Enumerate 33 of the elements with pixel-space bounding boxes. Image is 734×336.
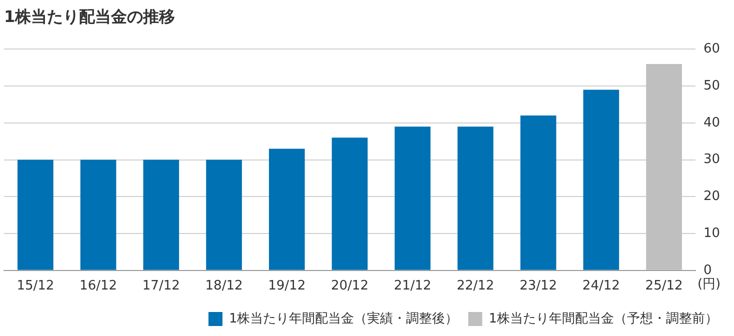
y-tick-label: 30	[703, 152, 720, 168]
bar	[332, 138, 368, 270]
bar	[143, 160, 180, 270]
bar	[394, 126, 431, 270]
x-tick-label: 20/12	[330, 278, 368, 294]
bar	[646, 64, 682, 270]
y-tick-label: 60	[703, 42, 720, 57]
legend-label: 1株当たり年間配当金（予想・調整前）	[488, 311, 718, 326]
x-tick-label: 16/12	[80, 278, 118, 294]
x-tick-label: 24/12	[582, 278, 620, 294]
x-tick-label: 21/12	[394, 278, 432, 294]
y-tick-label: 20	[703, 189, 720, 204]
x-tick-label: 22/12	[456, 278, 494, 294]
y-tick-label: 0	[703, 262, 712, 278]
y-axis-title: (円)	[697, 276, 721, 292]
bar	[583, 90, 620, 270]
bar	[18, 160, 54, 270]
bar	[458, 126, 494, 270]
bar	[268, 148, 305, 270]
x-tick-label: 25/12	[645, 278, 683, 294]
chart-title: 1株当たり配当金の推移	[4, 6, 176, 26]
bar	[80, 160, 116, 270]
x-tick-label: 18/12	[205, 278, 243, 294]
y-tick-label: 50	[703, 78, 720, 94]
x-tick-label: 19/12	[268, 278, 306, 294]
bar	[520, 116, 556, 270]
x-tick-label: 15/12	[16, 278, 54, 294]
x-tick-label: 23/12	[520, 278, 558, 294]
y-tick-label: 40	[703, 115, 720, 130]
y-tick-label: 10	[703, 226, 720, 241]
x-tick-label: 17/12	[142, 278, 180, 294]
legend-label: 1株当たり年間配当金（実績・調整後）	[228, 310, 458, 326]
bar	[206, 160, 242, 270]
